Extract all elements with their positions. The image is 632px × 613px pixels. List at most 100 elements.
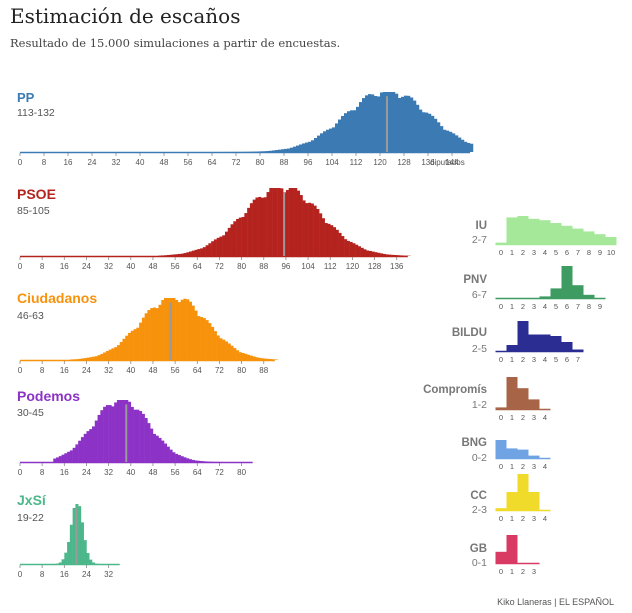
bar-podemos-23 [83, 433, 87, 462]
tick-label-podemos-80: 80 [237, 468, 246, 477]
bar-podemos-59 [183, 457, 187, 462]
bar-podemos-60 [186, 458, 190, 462]
tick-label-pp-80: 80 [256, 158, 265, 167]
bar-podemos-64 [197, 460, 201, 462]
tick-label-bng-4: 4 [543, 462, 547, 471]
bar-psoe-67 [205, 245, 209, 256]
bar-podemos-30 [103, 406, 107, 462]
tick-label-pp-120: 120 [373, 158, 387, 167]
bar-pp-115 [365, 95, 369, 152]
bar-pnv-5 [550, 288, 562, 298]
bar-ciudadanos-57 [177, 302, 181, 360]
bar-psoe-56 [175, 254, 179, 256]
tick-label-pnv-8: 8 [587, 302, 591, 311]
bar-podemos-34 [114, 402, 118, 462]
range-label-pnv: 6-7 [472, 289, 487, 301]
bar-psoe-137 [399, 255, 403, 256]
bar-podemos-45 [144, 418, 148, 462]
bar-pp-81 [263, 151, 267, 152]
bar-psoe-52 [164, 255, 168, 256]
bar-jxsi-16 [64, 552, 68, 564]
bar-pp-136 [428, 113, 432, 152]
bar-pp-92 [296, 145, 300, 152]
bar-ciudadanos-21 [78, 358, 82, 360]
tick-label-psoe-72: 72 [215, 262, 224, 271]
bar-pp-143 [449, 131, 453, 152]
tick-label-iu-2: 2 [521, 248, 525, 257]
tick-label-pp-128: 128 [397, 158, 411, 167]
bar-psoe-59 [183, 253, 187, 256]
tick-label-pnv-3: 3 [532, 302, 536, 311]
bar-ciudadanos-88 [263, 358, 267, 360]
bar-psoe-79 [238, 217, 242, 256]
bar-ciudadanos-63 [194, 310, 198, 360]
bar-podemos-44 [141, 413, 145, 462]
bar-podemos-29 [100, 410, 104, 462]
tick-label-cc-3: 3 [532, 514, 536, 523]
tick-label-pnv-7: 7 [576, 302, 580, 311]
bar-ciudadanos-40 [130, 330, 134, 360]
bar-podemos-24 [86, 431, 90, 462]
bar-psoe-81 [244, 213, 248, 256]
bar-pp-147 [461, 139, 465, 152]
tick-label-pp-8: 8 [42, 158, 47, 167]
bar-psoe-120 [352, 243, 356, 256]
bar-jxsi-17 [67, 541, 71, 564]
tick-label-ciudadanos-80: 80 [237, 366, 246, 375]
tick-label-bildu-6: 6 [565, 355, 569, 364]
tick-label-pp-56: 56 [184, 158, 193, 167]
bar-ciudadanos-35 [116, 345, 120, 360]
bar-pp-88 [284, 148, 288, 152]
bar-podemos-58 [180, 456, 184, 462]
bar-psoe-126 [369, 251, 373, 256]
bar-psoe-98 [291, 188, 295, 256]
bar-psoe-117 [344, 239, 348, 256]
bar-psoe-57 [177, 253, 181, 256]
bar-ciudadanos-82 [247, 354, 251, 360]
tick-label-podemos-32: 32 [104, 468, 113, 477]
bar-pp-117 [371, 94, 375, 152]
bar-ciudadanos-29 [100, 353, 104, 360]
bar-pp-105 [335, 123, 339, 152]
bar-iu-6 [561, 225, 573, 244]
tick-label-pp-88: 88 [280, 158, 289, 167]
bar-psoe-64 [197, 249, 201, 256]
series-name-cc: CC [470, 490, 487, 502]
bar-jxsi-15 [61, 559, 65, 564]
bar-ciudadanos-41 [133, 329, 137, 360]
bar-iu-3 [528, 218, 540, 244]
bar-ciudadanos-67 [205, 320, 209, 360]
bar-psoe-121 [355, 244, 359, 256]
bar-pp-124 [392, 92, 396, 152]
bar-ciudadanos-71 [216, 335, 220, 360]
bar-pp-99 [317, 135, 321, 152]
median-marker-psoe [283, 192, 286, 256]
tick-label-ciudadanos-16: 16 [60, 366, 69, 375]
bar-psoe-104 [308, 202, 312, 256]
bar-pp-142 [446, 130, 450, 152]
tick-label-psoe-16: 16 [60, 262, 69, 271]
bar-psoe-122 [357, 246, 361, 256]
tick-label-podemos-40: 40 [126, 468, 135, 477]
tick-label-ciudadanos-88: 88 [259, 366, 268, 375]
tick-label-pp-48: 48 [160, 158, 169, 167]
tick-label-psoe-104: 104 [301, 262, 315, 271]
median-marker-ciudadanos [169, 302, 172, 360]
tick-label-iu-6: 6 [565, 248, 569, 257]
bar-ciudadanos-27 [94, 356, 98, 360]
bar-pp-98 [314, 137, 318, 152]
bar-podemos-17 [67, 451, 71, 462]
bar-ciudadanos-25 [89, 357, 93, 360]
bar-pnv-4 [539, 296, 551, 298]
bar-podemos-27 [94, 420, 98, 462]
tick-label-psoe-24: 24 [82, 262, 91, 271]
tick-label-jxsi-32: 32 [104, 570, 113, 579]
tick-label-iu-4: 4 [543, 248, 547, 257]
tick-label-pnv-9: 9 [598, 302, 602, 311]
bar-ciudadanos-42 [136, 327, 140, 360]
tick-label-psoe-0: 0 [18, 262, 23, 271]
bar-iu-7 [572, 228, 584, 244]
chart-bng: BNG 0-2 0 1 2 3 4 [461, 437, 551, 471]
bar-podemos-36 [119, 400, 123, 462]
